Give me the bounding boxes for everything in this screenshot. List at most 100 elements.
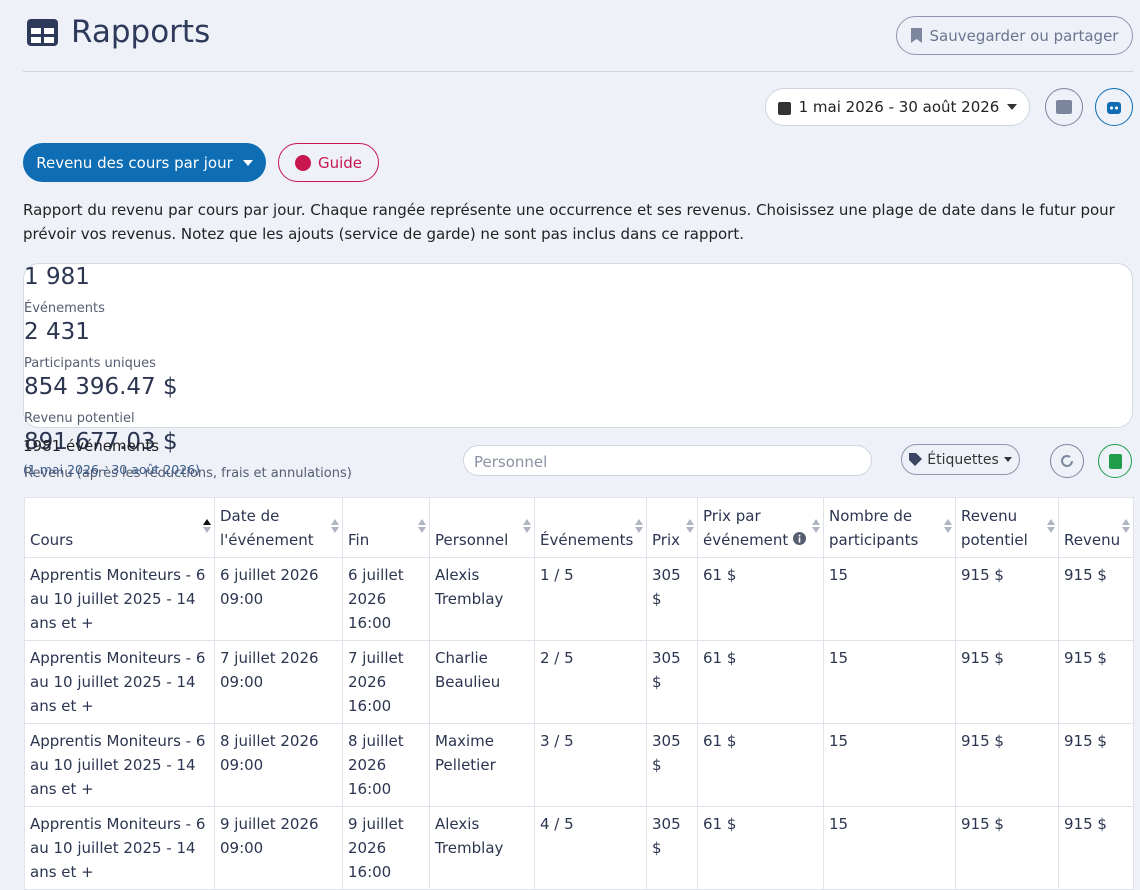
table-cell: Apprentis Moniteurs - 6 au 10 juillet 20…: [24, 806, 215, 890]
date-range: 1 mai 2026 - 30 août 2026: [798, 98, 1000, 116]
caret: [1007, 104, 1018, 110]
sort-icon[interactable]: [1047, 518, 1055, 534]
header-label: Revenu potentiel: [961, 507, 1028, 549]
sort-icon[interactable]: [944, 518, 952, 534]
column-header: Revenu: [1058, 497, 1134, 558]
reports-icon: [27, 19, 58, 46]
table-cell: 915 $: [955, 806, 1059, 890]
excel-icon: [1108, 453, 1122, 469]
tags-button[interactable]: Étiquettes: [901, 444, 1020, 475]
column-header: Personnel: [429, 497, 535, 558]
excel-button[interactable]: [1098, 444, 1132, 478]
stat-value: 891 677.03 $: [24, 429, 178, 455]
table-cell: 305 $: [646, 640, 698, 724]
caret: [1003, 457, 1012, 462]
table-cell: 9 juillet 2026 16:00: [342, 806, 430, 890]
staff-placeholder: Personnel: [474, 453, 548, 471]
sort-icon[interactable]: [1122, 518, 1130, 534]
page-title: Rapports: [71, 14, 211, 50]
caret: [242, 159, 253, 166]
column-header: Fin: [342, 497, 430, 558]
share-button[interactable]: Sauvegarder ou partager: [896, 16, 1133, 55]
table-cell: 9 juillet 2026 09:00: [214, 806, 343, 890]
guide-button[interactable]: Guide: [278, 143, 379, 182]
staff-filter[interactable]: Personnel: [463, 445, 872, 476]
header-label: Nombre de participants: [829, 507, 919, 549]
table-cell: 915 $: [1058, 723, 1134, 807]
stat-label: Revenu potentiel: [24, 411, 135, 426]
table-cell: 15: [823, 806, 956, 890]
stat-value: 1 981: [24, 264, 90, 290]
table-cell: 915 $: [955, 723, 1059, 807]
description: Rapport du revenu par cours par jour. Ch…: [23, 201, 1115, 243]
table-cell: 915 $: [1058, 806, 1134, 890]
page: Rapports Sauvegarder ou partager 1 mai 2…: [23, 14, 1134, 890]
table-cell: 15: [823, 640, 956, 724]
table-row: Apprentis Moniteurs - 6 au 10 juillet 20…: [24, 557, 1134, 641]
tags-label: Étiquettes: [927, 451, 999, 468]
table-cell: 305 $: [646, 723, 698, 807]
sort-icon[interactable]: [635, 518, 643, 534]
table-cell: 15: [823, 723, 956, 807]
table-cell: 1 / 5: [534, 557, 647, 641]
table-cell: Alexis Tremblay: [429, 557, 535, 641]
table-cell: 305 $: [646, 557, 698, 641]
event-range: (1 mai 2026 - 30 août 2026): [23, 462, 201, 477]
table-cell: 8 juillet 2026 16:00: [342, 723, 430, 807]
header-label: Cours: [30, 531, 74, 549]
tag-icon: [909, 453, 923, 466]
header-label: Revenu: [1064, 531, 1121, 549]
refresh-icon: [1061, 455, 1073, 467]
stat-value: 2 431: [24, 319, 90, 345]
table-row: Apprentis Moniteurs - 6 au 10 juillet 20…: [24, 640, 1134, 724]
sort-icon[interactable]: [523, 518, 531, 534]
table-cell: 61 $: [697, 723, 824, 807]
sort-icon[interactable]: [418, 518, 426, 534]
table-cell: 305 $: [646, 806, 698, 890]
column-header: Nombre de participants: [823, 497, 956, 558]
table-cell: 61 $: [697, 640, 824, 724]
assistant-button[interactable]: [1095, 88, 1133, 126]
table-cell: 6 juillet 2026 16:00: [342, 557, 430, 641]
table-cell: 915 $: [1058, 640, 1134, 724]
column-header: Revenu potentiel: [955, 497, 1059, 558]
bookmark-icon: [910, 28, 922, 43]
sort-icon[interactable]: [812, 518, 820, 534]
table-cell: Apprentis Moniteurs - 6 au 10 juillet 20…: [24, 723, 215, 807]
robot-icon: [1107, 102, 1121, 114]
table-cell: 915 $: [955, 557, 1059, 641]
sort-icon[interactable]: [686, 518, 694, 534]
stat-label: Événements: [24, 301, 105, 316]
stat-label: Revenu (après les réductions, frais et a…: [24, 466, 352, 481]
column-header: Événements: [534, 497, 647, 558]
header-label: Événements: [540, 531, 634, 549]
table-cell: Apprentis Moniteurs - 6 au 10 juillet 20…: [24, 640, 215, 724]
report-table: Cours Date de l'événement Fin Personnel Évén…: [24, 497, 1134, 890]
guide-label: Guide: [317, 153, 363, 172]
stat-value: 854 396.47 $: [24, 374, 178, 400]
stats-card: 1 981 Événements 2 431 Participants uniques…: [23, 263, 1133, 481]
table-cell: Apprentis Moniteurs - 6 au 10 juillet 20…: [24, 557, 215, 641]
table-cell: 61 $: [697, 806, 824, 890]
date-range-button[interactable]: 1 mai 2026 - 30 août 2026: [765, 88, 1030, 126]
table-cell: 2 / 5: [534, 640, 647, 724]
stat: 2 431 Participants uniques: [24, 319, 1132, 374]
refresh-button[interactable]: [1050, 444, 1084, 478]
sort-icon[interactable]: [331, 518, 339, 534]
table-cell: Maxime Pelletier: [429, 723, 535, 807]
table-cell: 6 juillet 2026 09:00: [214, 557, 343, 641]
table-cell: 4 / 5: [534, 806, 647, 890]
report-select[interactable]: Revenu des cours par jour: [23, 143, 266, 182]
calendar-icon: [777, 101, 791, 115]
table-cell: 915 $: [1058, 557, 1134, 641]
layout-button[interactable]: [1045, 88, 1083, 126]
table-cell: 7 juillet 2026 09:00: [214, 640, 343, 724]
divider: [23, 71, 1133, 72]
table-cell: 3 / 5: [534, 723, 647, 807]
share-label: Sauvegarder ou partager: [929, 26, 1119, 45]
help-icon: [294, 154, 311, 171]
column-header: Prix: [646, 497, 698, 558]
sort-icon[interactable]: [203, 518, 211, 534]
stat: 891 677.03 $ Revenu (après les réductions…: [24, 429, 1132, 484]
header-label: Fin: [348, 531, 370, 549]
